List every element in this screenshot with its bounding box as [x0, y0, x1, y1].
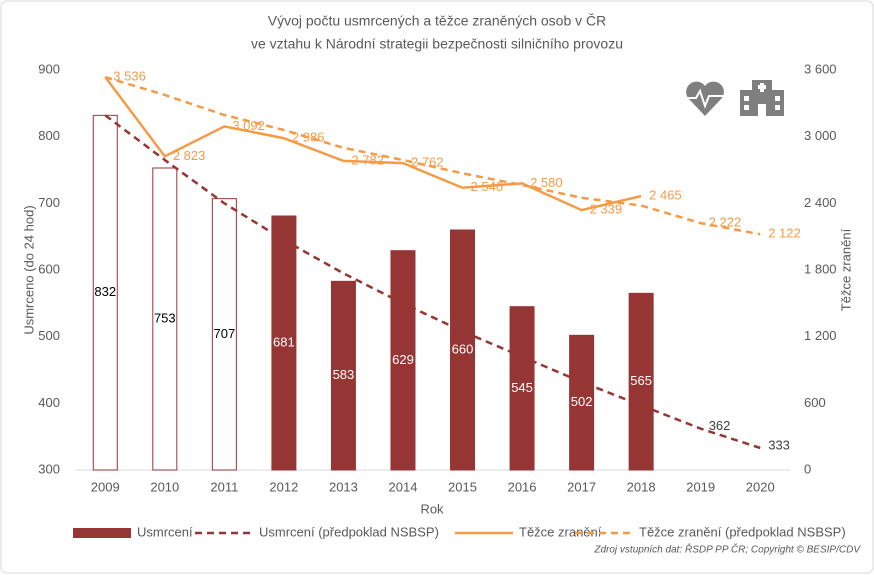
x-tick-label: 2009 [91, 479, 120, 494]
bar-value-label: 502 [571, 394, 593, 409]
y2-tick-label: 3 600 [804, 61, 837, 76]
x-tick-label: 2013 [329, 479, 358, 494]
bar-value-label: 681 [273, 334, 295, 349]
bar [271, 215, 297, 471]
x-axis-label: Rok [420, 501, 444, 516]
bar-value-label: 629 [392, 352, 414, 367]
y-axis-label: Usmrceno (do 24 hod) [21, 205, 36, 334]
line-value-label: 2 762 [411, 155, 444, 170]
y-tick-label: 300 [38, 461, 60, 476]
bar [509, 306, 535, 471]
bar [330, 280, 356, 471]
chart-title: ve vztahu k Národní strategii bezpečnost… [251, 36, 623, 52]
legend-label: Usmrcení [137, 524, 193, 539]
legend-label: Těžce zranění (předpoklad NSBSP) [639, 524, 846, 539]
line-value-label: 3 092 [232, 118, 265, 133]
y-tick-label: 400 [38, 395, 60, 410]
y2-tick-label: 3 000 [804, 128, 837, 143]
line-value-label: 3 536 [113, 69, 146, 84]
line-value-label: 2 222 [709, 215, 742, 230]
heart-icon [684, 81, 726, 116]
line [104, 75, 761, 236]
bar [628, 292, 654, 471]
line-value-label: 2 540 [471, 179, 504, 194]
y2-tick-label: 600 [804, 395, 826, 410]
legend-label: Usmrcení (předpoklad NSBSP) [259, 524, 439, 539]
bar [569, 334, 595, 471]
source-note: Zdroj vstupních dat: ŘSDP PP ČR; Copyrig… [593, 543, 861, 556]
y2-tick-label: 1 800 [804, 261, 837, 276]
y2-tick-label: 2 400 [804, 195, 837, 210]
line-value-label: 2 823 [173, 148, 206, 163]
x-tick-label: 2014 [389, 479, 418, 494]
line [104, 114, 761, 450]
x-tick-label: 2020 [746, 479, 775, 494]
bar-value-label: 583 [333, 367, 355, 382]
line-value-label: 362 [709, 418, 731, 433]
x-tick-label: 2011 [210, 479, 238, 494]
y-tick-label: 500 [38, 328, 60, 343]
bar-value-label: 707 [214, 326, 236, 341]
chart-title: Vývoj počtu usmrcených a těžce zraněných… [268, 13, 607, 29]
y-tick-label: 700 [38, 195, 60, 210]
x-tick-label: 2010 [150, 479, 179, 494]
bar-value-label: 832 [94, 284, 116, 299]
bar [450, 229, 476, 471]
line-value-label: 2 580 [530, 175, 563, 190]
bar [211, 198, 237, 471]
y-tick-label: 900 [38, 61, 60, 76]
line-value-label: 2 465 [649, 188, 682, 203]
x-tick-label: 2012 [269, 479, 298, 494]
x-tick-label: 2016 [508, 479, 537, 494]
legend-label: Těžce zranění [519, 524, 602, 539]
line-value-label: 2 339 [590, 202, 623, 217]
line-value-label: 2 782 [351, 152, 384, 167]
bar [152, 167, 178, 471]
legend-swatch [73, 528, 131, 538]
y2-tick-label: 1 200 [804, 328, 837, 343]
y2-tick-label: 0 [804, 461, 811, 476]
x-tick-label: 2015 [448, 479, 477, 494]
x-tick-label: 2017 [567, 479, 596, 494]
line-value-label: 333 [768, 437, 790, 452]
hospital-icon [740, 80, 784, 116]
y-tick-label: 800 [38, 128, 60, 143]
line-value-label: 2 986 [292, 130, 325, 145]
x-tick-label: 2018 [627, 479, 656, 494]
bar [390, 250, 416, 471]
bar-value-label: 753 [154, 310, 176, 325]
y2-axis-label: Těžce zranění [838, 228, 853, 311]
line [104, 76, 642, 212]
x-tick-label: 2019 [686, 479, 715, 494]
bar-value-label: 565 [630, 373, 652, 388]
y-tick-label: 600 [38, 261, 60, 276]
line-value-label: 2 122 [768, 226, 801, 241]
bar-value-label: 545 [511, 380, 533, 395]
bar-value-label: 660 [452, 341, 474, 356]
